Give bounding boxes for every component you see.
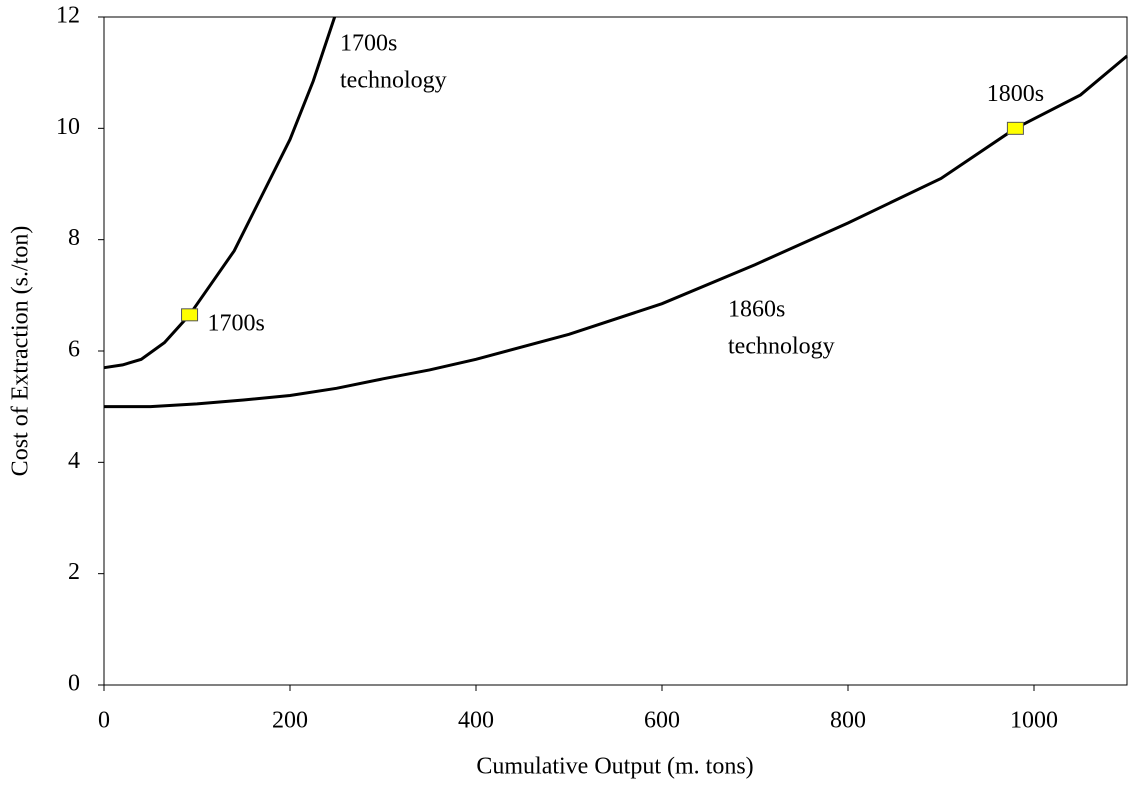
y-tick-label: 10 [56, 114, 80, 140]
y-tick-label: 4 [68, 448, 80, 474]
curve-label: 1860s [728, 297, 785, 323]
y-tick-label: 6 [68, 337, 80, 363]
curve-label: technology [728, 334, 835, 360]
curve-label: technology [340, 68, 447, 94]
point-label: 1800s [987, 81, 1044, 107]
curve [104, 54, 1128, 409]
plot-frame [103, 16, 1128, 686]
x-tick-label: 1000 [1010, 708, 1058, 734]
y-tick-label: 2 [68, 559, 80, 585]
x-tick-label: 0 [98, 708, 110, 734]
curve-label: 1700s [340, 31, 397, 57]
x-tick-label: 600 [644, 708, 680, 734]
point-marker [1006, 121, 1024, 135]
x-tick-label: 400 [458, 708, 494, 734]
x-axis-label: Cumulative Output (m. tons) [476, 754, 753, 780]
curve [103, 16, 337, 370]
y-tick-label: 0 [68, 671, 80, 697]
point-marker [181, 308, 199, 322]
y-tick-label: 8 [68, 225, 80, 251]
y-tick-label: 12 [56, 3, 80, 29]
x-tick-label: 800 [830, 708, 866, 734]
y-axis-label: Cost of Extraction (s./ton) [8, 226, 34, 477]
x-tick-label: 200 [272, 708, 308, 734]
point-label: 1700s [208, 310, 265, 336]
